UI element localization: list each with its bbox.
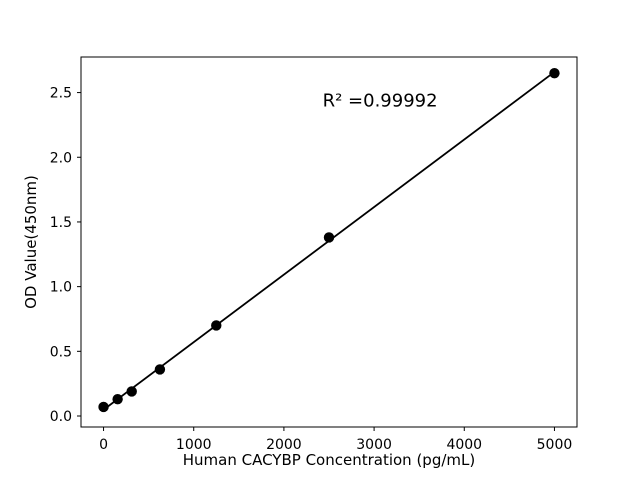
y-tick-label: 1.0: [50, 280, 72, 296]
data-point: [323, 232, 335, 243]
y-tick-label: 2.5: [50, 86, 72, 102]
x-tick-label: 0: [99, 437, 108, 453]
data-point: [154, 364, 166, 375]
y-tick-label: 2.0: [50, 150, 72, 166]
y-tick-label: 0.0: [50, 409, 72, 425]
plot-frame: [80, 56, 578, 428]
data-point: [98, 401, 109, 413]
data-point: [549, 67, 560, 79]
y-tick-label: 0.5: [50, 344, 72, 360]
x-tick-label: 2000: [266, 437, 302, 453]
plot-render-layer: 0 1000 2000 3000 4000 5000 0.0 0.5 1.0 1.5 2.0 2.5: [50, 56, 578, 453]
x-tick-label: 5000: [537, 437, 573, 453]
data-point: [211, 320, 222, 331]
x-tick-label: 4000: [446, 437, 482, 453]
data-point: [126, 386, 137, 397]
x-tick-label: 3000: [356, 437, 392, 453]
x-tick-label: 1000: [176, 437, 212, 453]
y-tick-label: 1.5: [50, 215, 72, 231]
data-point: [112, 393, 123, 405]
x-axis-label: Human CACYBP Concentration (pg/mL): [183, 451, 475, 469]
y-axis-label: OD Value(450nm): [22, 175, 40, 309]
r-squared-annotation: R² =0.99992: [323, 90, 438, 111]
